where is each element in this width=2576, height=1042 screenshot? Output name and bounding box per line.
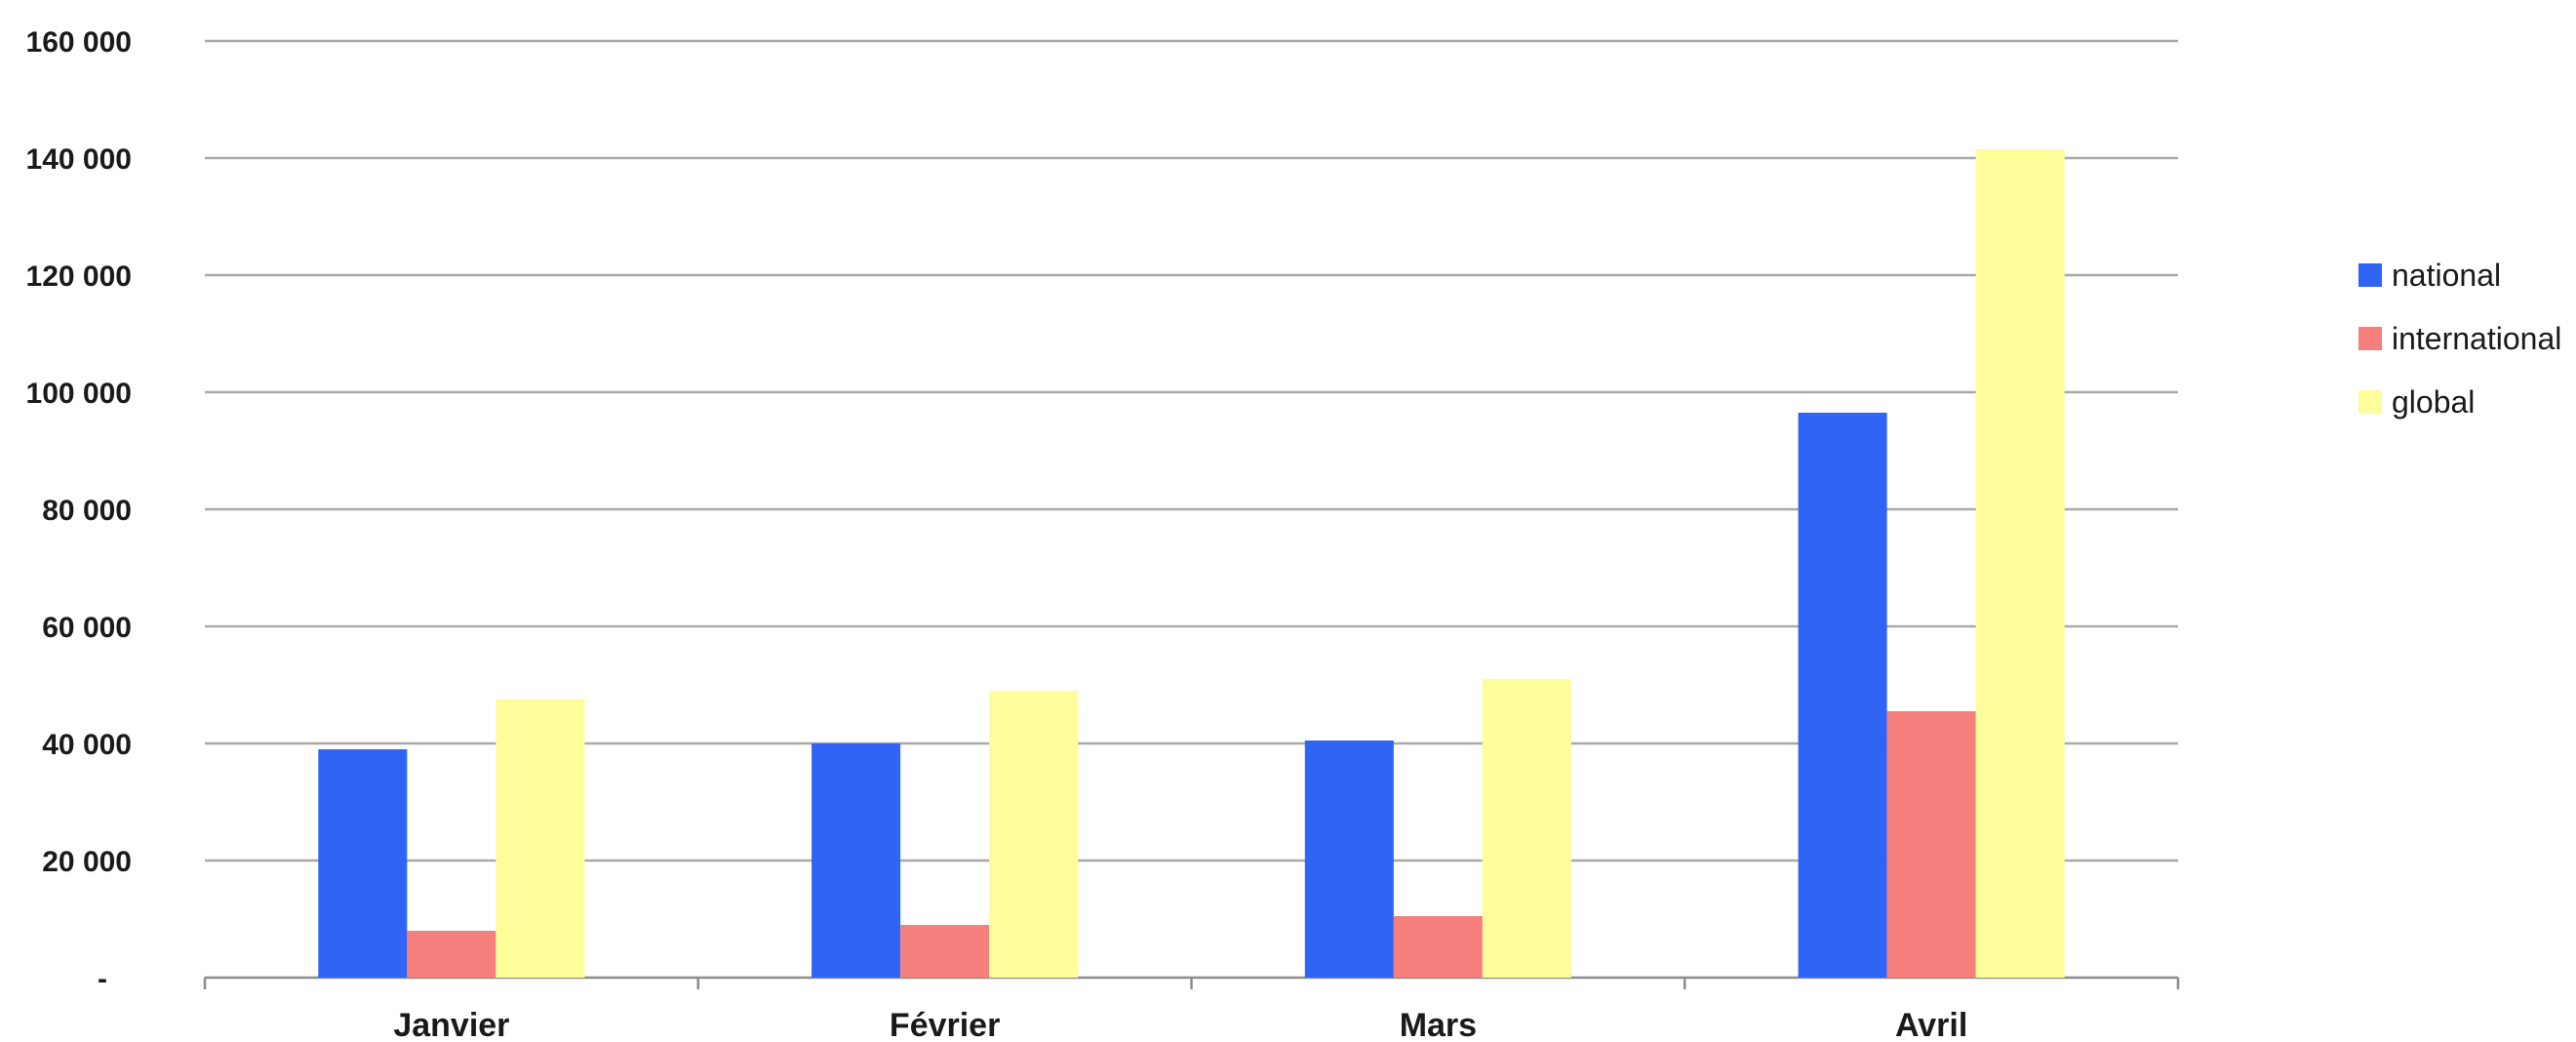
legend-swatch-international <box>2358 327 2382 350</box>
bar-national-0 <box>318 749 408 978</box>
axes <box>203 976 2180 989</box>
legend-label-national: national <box>2392 258 2501 293</box>
x-tick-label: Février <box>890 1007 1000 1042</box>
y-tick-label: 40 000 <box>42 729 132 761</box>
bar-international-0 <box>407 931 496 978</box>
y-tick-label: - <box>98 963 107 995</box>
bars <box>318 149 2065 978</box>
bar-national-3 <box>1798 413 1887 978</box>
x-tick-label: Janvier <box>393 1007 509 1042</box>
bar-global-2 <box>1482 679 1571 978</box>
y-tick-label: 60 000 <box>42 612 132 644</box>
x-tick-label: Mars <box>1400 1007 1477 1042</box>
y-tick-label: 20 000 <box>42 846 132 878</box>
y-tick-label: 120 000 <box>26 260 132 293</box>
y-tick-label: 140 000 <box>26 143 132 176</box>
y-tick-label: 100 000 <box>26 378 132 410</box>
bar-national-2 <box>1304 741 1394 978</box>
legend-label-global: global <box>2392 384 2475 420</box>
bar-national-1 <box>812 743 901 978</box>
y-tick-label: 80 000 <box>42 495 132 527</box>
legend-swatch-national <box>2358 263 2382 287</box>
legend: national international global <box>2358 258 2561 420</box>
bar-global-3 <box>1975 149 2065 978</box>
legend-label-international: international <box>2392 321 2561 356</box>
x-tick-labels: Janvier Février Mars Avril <box>393 1007 1967 1042</box>
legend-swatch-global <box>2358 390 2382 414</box>
bar-international-2 <box>1393 916 1483 978</box>
y-tick-label: 160 000 <box>26 26 132 59</box>
bar-global-0 <box>495 700 585 978</box>
bar-international-3 <box>1886 711 1976 978</box>
x-tick-label: Avril <box>1895 1007 1967 1042</box>
bar-global-1 <box>989 691 1079 978</box>
y-tick-labels: - 20 000 40 000 60 000 80 000 100 000 120 000 1… <box>26 26 132 995</box>
bar-international-1 <box>900 925 990 978</box>
